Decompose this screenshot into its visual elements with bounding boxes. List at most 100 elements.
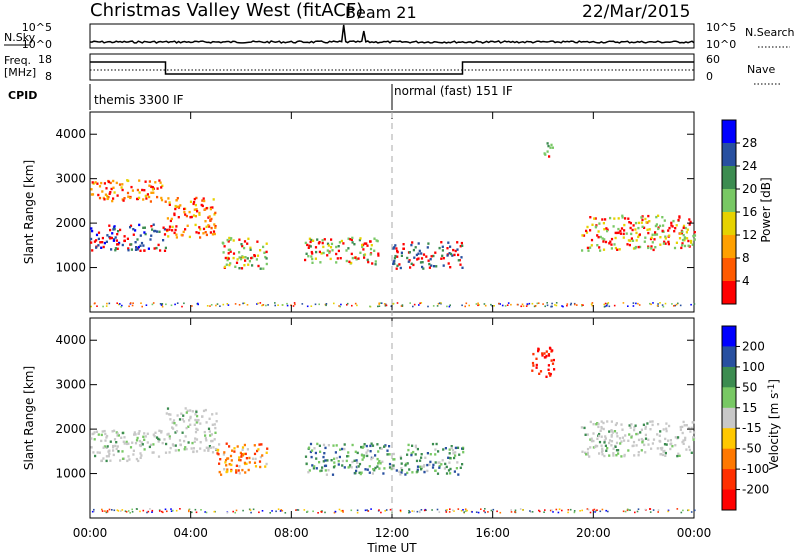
echo-cell <box>93 302 96 305</box>
echo-cell <box>368 471 371 474</box>
echo-cell <box>156 195 159 199</box>
echo-cell <box>373 249 376 252</box>
echo-cell <box>106 234 109 237</box>
echo-cell <box>510 511 513 513</box>
echo-cell <box>223 468 226 471</box>
colorbar-frame <box>721 325 737 511</box>
echo-cell <box>586 433 589 436</box>
echo-cell <box>449 456 452 460</box>
echo-cell <box>534 305 537 307</box>
echo-cell <box>114 249 117 252</box>
colorbar-segment <box>722 281 736 305</box>
echo-cell <box>507 302 510 304</box>
echo-cell <box>193 208 196 211</box>
echo-cell <box>642 423 645 426</box>
echo-cell <box>222 251 225 254</box>
echo-cell <box>545 350 548 353</box>
echo-cell <box>555 304 558 307</box>
echo-cell <box>685 448 688 451</box>
echo-cell <box>210 217 213 221</box>
echo-cell <box>303 509 306 511</box>
echo-cell <box>240 455 243 458</box>
echo-cell <box>456 446 460 449</box>
echo-cell <box>195 450 199 453</box>
echo-cell <box>238 472 241 475</box>
echo-cell <box>184 446 187 449</box>
echo-cell <box>460 509 463 512</box>
echo-cell <box>674 444 677 447</box>
echo-cell <box>113 191 116 194</box>
echo-cell <box>305 252 308 255</box>
echo-cell <box>138 430 141 433</box>
echo-cell <box>522 509 524 511</box>
echo-cell <box>419 459 422 462</box>
echo-cell <box>305 462 308 465</box>
echo-cell <box>222 242 225 245</box>
echo-cell <box>681 230 684 233</box>
echo-cell <box>361 458 364 461</box>
echo-cell <box>601 508 604 511</box>
echo-cell <box>195 231 198 234</box>
echo-cell <box>690 241 693 244</box>
echo-cell <box>602 240 605 243</box>
echo-cell <box>134 241 137 244</box>
echo-cell <box>419 261 423 264</box>
echo-cell <box>371 444 375 447</box>
echo-cell <box>649 508 652 510</box>
echo-cell <box>321 239 324 242</box>
echo-cell <box>432 254 435 258</box>
echo-cell <box>228 463 231 466</box>
echo-cell <box>690 451 693 454</box>
echo-cell <box>597 422 600 426</box>
echo-cell <box>338 508 341 511</box>
echo-cell <box>195 196 198 200</box>
echo-cell <box>183 211 186 214</box>
echo-cell <box>623 223 626 227</box>
echo-cell <box>133 431 136 434</box>
echo-cell <box>191 441 194 445</box>
echo-cell <box>595 423 598 426</box>
echo-cell <box>210 304 213 306</box>
echo-cell <box>599 510 602 513</box>
echo-cell <box>208 430 211 433</box>
echo-cell <box>617 231 620 234</box>
echo-cell <box>111 430 114 433</box>
echo-cell <box>593 217 596 220</box>
echo-cell <box>369 253 372 256</box>
echo-cell <box>674 304 676 307</box>
echo-cell <box>243 443 246 447</box>
echo-cell <box>382 472 385 475</box>
echo-cell <box>129 224 133 227</box>
echo-cell <box>200 203 203 207</box>
echo-cell <box>687 426 690 430</box>
echo-cell <box>693 238 696 241</box>
echo-cell <box>223 245 226 248</box>
echo-cell <box>188 210 191 214</box>
echo-cell <box>634 221 638 225</box>
echo-cell <box>346 302 349 305</box>
echo-cell <box>175 199 178 202</box>
echo-cell <box>176 302 179 304</box>
echo-cell <box>114 236 117 239</box>
echo-cell <box>453 253 456 257</box>
echo-cell <box>159 181 162 184</box>
echo-cell <box>347 237 350 240</box>
echo-cell <box>129 446 133 449</box>
echo-cell <box>199 236 202 239</box>
echo-cell <box>367 260 370 264</box>
echo-cell <box>414 246 417 249</box>
echo-cell <box>158 179 161 182</box>
echo-cell <box>241 468 244 472</box>
echo-cell <box>169 219 172 223</box>
echo-cell <box>191 305 193 307</box>
echo-cell <box>681 425 684 429</box>
echo-cell <box>399 473 402 476</box>
echo-cell <box>546 302 548 304</box>
echo-cell <box>105 455 108 458</box>
echo-cell <box>353 243 356 246</box>
echo-cell <box>340 510 343 512</box>
echo-cell <box>550 143 553 147</box>
echo-cell <box>661 453 665 457</box>
echo-cell <box>553 368 556 371</box>
echo-cell <box>584 451 587 454</box>
